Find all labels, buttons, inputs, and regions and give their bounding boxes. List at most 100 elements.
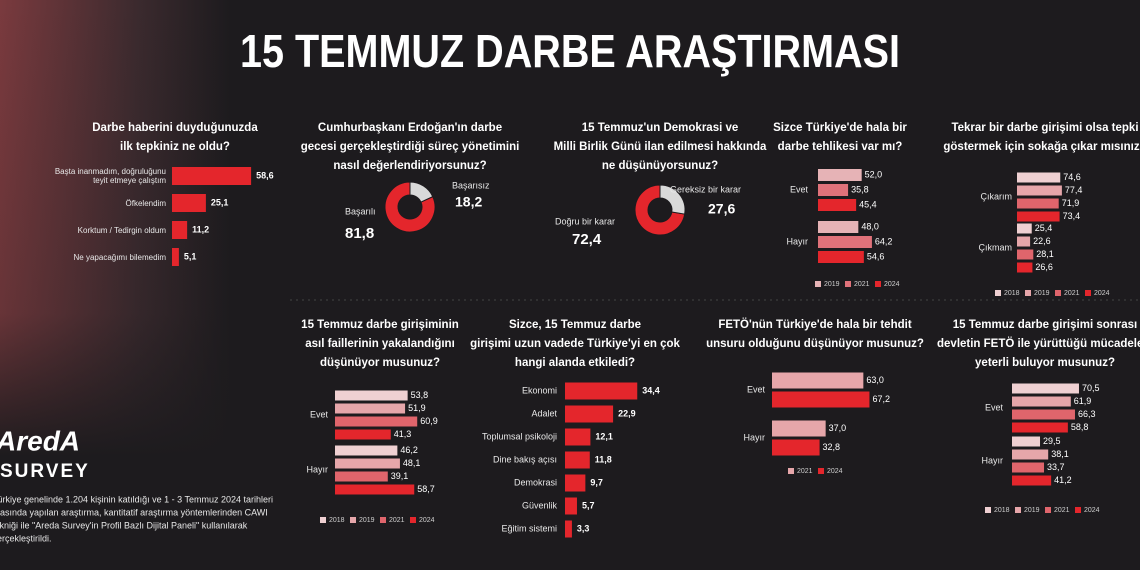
value-label: 45,4 bbox=[859, 199, 877, 209]
bar bbox=[772, 372, 864, 389]
legend-label: 2019 bbox=[824, 281, 840, 288]
slice-label: Başarısız bbox=[452, 180, 490, 190]
category-label: Çıkarım bbox=[981, 191, 1013, 201]
legend-label: 2018 bbox=[994, 507, 1010, 514]
value-label: 58,8 bbox=[1071, 422, 1089, 432]
bar bbox=[172, 221, 188, 239]
value-label: 11,8 bbox=[595, 454, 612, 464]
value-label: 3,3 bbox=[577, 523, 590, 533]
value-label: 41,2 bbox=[1054, 475, 1072, 485]
chart-title: devletin FETÖ ile yürüttüğü mücadeleyi bbox=[937, 337, 1140, 350]
category-label-box: Korktum / Tedirgin oldum bbox=[78, 226, 166, 235]
legend-label: 2021 bbox=[1064, 290, 1080, 297]
category-label: Demokrasi bbox=[514, 477, 557, 487]
footnote: Türkiye genelinde 1.204 kişinin katıldığ… bbox=[0, 494, 273, 543]
chart-title: asıl faillerinin yakalandığını bbox=[305, 338, 455, 350]
bar bbox=[335, 484, 415, 495]
donut-slice bbox=[384, 181, 436, 233]
bar bbox=[1017, 172, 1061, 183]
bar bbox=[335, 429, 391, 440]
chart-title: göstermek için sokağa çıkar mısınız? bbox=[943, 141, 1140, 153]
category-label: Toplumsal psikoloji bbox=[482, 431, 557, 441]
chart-title: Cumhurbaşkanı Erdoğan'ın darbe bbox=[318, 122, 502, 134]
legend-label: 2018 bbox=[329, 517, 345, 524]
slice-value: 72,4 bbox=[572, 231, 602, 248]
legend-label: 2021 bbox=[854, 281, 870, 288]
bar bbox=[1012, 383, 1079, 394]
category-label: Hayır bbox=[306, 464, 328, 474]
legend-label: 2018 bbox=[1004, 290, 1020, 297]
chart-title: darbe tehlikesi var mı? bbox=[778, 141, 903, 153]
value-label: 63,0 bbox=[866, 375, 884, 385]
chart-title: ne düşünüyorsunuz? bbox=[602, 160, 718, 172]
value-label: 60,9 bbox=[420, 416, 438, 426]
footnote-line: Türkiye genelinde 1.204 kişinin katıldığ… bbox=[0, 494, 273, 504]
value-label: 48,0 bbox=[861, 221, 879, 231]
bar bbox=[818, 199, 857, 211]
value-label: 29,5 bbox=[1043, 436, 1061, 446]
legend-swatch bbox=[1025, 290, 1031, 296]
legend-label: 2019 bbox=[359, 517, 375, 524]
legend-swatch bbox=[818, 468, 824, 474]
bar bbox=[772, 439, 820, 456]
bar bbox=[1017, 236, 1031, 247]
bar bbox=[818, 221, 859, 233]
bar bbox=[172, 194, 206, 212]
category-label-box: Ne yapacağımı bilemedim bbox=[74, 253, 166, 262]
bar bbox=[1012, 449, 1049, 460]
bar bbox=[565, 451, 590, 469]
chart-title: 15 Temmuz'un Demokrasi ve bbox=[582, 122, 739, 134]
legend-label: 2021 bbox=[1054, 507, 1070, 514]
donut-slice bbox=[634, 184, 686, 236]
bar bbox=[565, 405, 614, 423]
chart-title: Darbe haberini duyduğunuzda bbox=[92, 122, 258, 134]
category-label: Ekonomi bbox=[522, 385, 557, 395]
value-label: 37,0 bbox=[829, 423, 847, 433]
value-label: 12,1 bbox=[595, 431, 613, 441]
chart-title: Tekrar bir darbe girişimi olsa tepki bbox=[951, 122, 1138, 134]
value-label: 33,7 bbox=[1047, 462, 1065, 472]
slice-value: 81,8 bbox=[345, 225, 374, 242]
bar bbox=[1017, 185, 1062, 196]
category-label: Evet bbox=[790, 184, 809, 194]
value-label: 25,4 bbox=[1035, 223, 1053, 233]
bar bbox=[1012, 475, 1052, 486]
logo-sub: SURVEY bbox=[0, 461, 90, 482]
category-label: Dine bakış açısı bbox=[493, 454, 557, 464]
category-label: Evet bbox=[747, 384, 766, 394]
value-label: 58,6 bbox=[256, 170, 274, 180]
bar bbox=[335, 471, 388, 482]
value-label: 34,4 bbox=[642, 385, 660, 395]
value-label: 51,9 bbox=[408, 403, 426, 413]
value-label: 73,4 bbox=[1063, 211, 1081, 221]
bar bbox=[1012, 396, 1071, 407]
legend-swatch bbox=[815, 281, 821, 287]
legend-label: 2021 bbox=[389, 517, 405, 524]
legend-label: 2024 bbox=[419, 517, 435, 524]
value-label: 28,1 bbox=[1036, 249, 1054, 259]
bar bbox=[818, 169, 862, 181]
bar bbox=[1017, 223, 1032, 234]
legend-label: 2024 bbox=[827, 468, 843, 475]
value-label: 9,7 bbox=[590, 477, 603, 487]
category-label: Güvenlik bbox=[522, 500, 558, 510]
legend-swatch bbox=[350, 517, 356, 523]
slice-label: Gereksiz bir karar bbox=[670, 184, 741, 194]
footnote-line: tekniği ile "Areda Survey'in Profil Bazl… bbox=[0, 520, 248, 530]
category-label: Çıkmam bbox=[979, 242, 1013, 252]
legend-swatch bbox=[1085, 290, 1091, 296]
value-label: 22,9 bbox=[618, 408, 636, 418]
chart-title: unsuru olduğunu düşünüyor musunuz? bbox=[706, 338, 924, 350]
donut-slice bbox=[659, 184, 686, 215]
legend-swatch bbox=[985, 507, 991, 513]
value-label: 32,8 bbox=[823, 442, 841, 452]
chart-title: ilk tepkiniz ne oldu? bbox=[120, 141, 230, 153]
bar bbox=[818, 236, 872, 248]
footnote-line: arasında yapılan araştırma, kantitatif a… bbox=[0, 507, 268, 517]
value-label: 52,0 bbox=[865, 169, 883, 179]
value-label: 53,8 bbox=[411, 390, 429, 400]
bar bbox=[335, 416, 418, 427]
legend-label: 2019 bbox=[1034, 290, 1050, 297]
